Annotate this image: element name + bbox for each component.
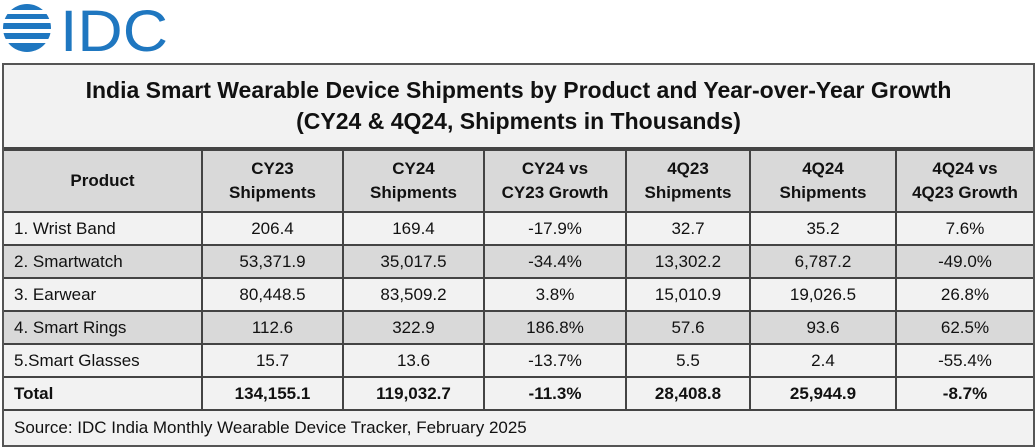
source-note: Source: IDC India Monthly Wearable Devic… <box>4 411 1033 445</box>
table-title: India Smart Wearable Device Shipments by… <box>85 77 952 103</box>
table-row: 1. Wrist Band 206.4 169.4 -17.9% 32.7 35.2 7.6… <box>4 211 1033 246</box>
value-cell: -55.4% <box>895 343 1033 378</box>
column-header: CY24 vs CY23 Growth <box>483 149 627 213</box>
idc-logo: IDC <box>2 2 168 54</box>
total-label: Total <box>4 376 203 411</box>
value-cell: 26.8% <box>895 277 1033 312</box>
svg-text:IDC: IDC <box>60 2 168 54</box>
value-cell: 19,026.5 <box>749 277 897 312</box>
column-header: CY23 Shipments <box>201 149 344 213</box>
value-cell: 169.4 <box>342 211 485 246</box>
column-header: CY24 Shipments <box>342 149 485 213</box>
value-cell: 93.6 <box>749 310 897 345</box>
value-cell: 35,017.5 <box>342 244 485 279</box>
value-cell: 186.8% <box>483 310 627 345</box>
value-cell: 7.6% <box>895 211 1033 246</box>
value-cell: 112.6 <box>201 310 344 345</box>
value-cell: 13,302.2 <box>625 244 751 279</box>
total-value-cell: 28,408.8 <box>625 376 751 411</box>
value-cell: 80,448.5 <box>201 277 344 312</box>
value-cell: 57.6 <box>625 310 751 345</box>
value-cell: 5.5 <box>625 343 751 378</box>
table-row: 4. Smart Rings 112.6 322.9 186.8% 57.6 93.6 62… <box>4 310 1033 345</box>
value-cell: 15,010.9 <box>625 277 751 312</box>
value-cell: -34.4% <box>483 244 627 279</box>
table-row: 5.Smart Glasses 15.7 13.6 -13.7% 5.5 2.4 -55.4… <box>4 343 1033 378</box>
column-header: Product <box>4 149 203 213</box>
total-row: Total 134,155.1 119,032.7 -11.3% 28,408.8 25,… <box>4 376 1033 411</box>
total-value-cell: 119,032.7 <box>342 376 485 411</box>
value-cell: 2.4 <box>749 343 897 378</box>
value-cell: 15.7 <box>201 343 344 378</box>
column-header: 4Q24 Shipments <box>749 149 897 213</box>
value-cell: -13.7% <box>483 343 627 378</box>
shipments-table: Product CY23 Shipments CY24 Shipments CY24 … <box>4 149 1033 411</box>
value-cell: 6,787.2 <box>749 244 897 279</box>
total-value-cell: -11.3% <box>483 376 627 411</box>
value-cell: -17.9% <box>483 211 627 246</box>
table-row: 3. Earwear 80,448.5 83,509.2 3.8% 15,010.9 19… <box>4 277 1033 312</box>
column-header: 4Q24 vs 4Q23 Growth <box>895 149 1033 213</box>
total-value-cell: 25,944.9 <box>749 376 897 411</box>
column-header: 4Q23 Shipments <box>625 149 751 213</box>
total-value-cell: 134,155.1 <box>201 376 344 411</box>
value-cell: 62.5% <box>895 310 1033 345</box>
value-cell: 32.7 <box>625 211 751 246</box>
value-cell: -49.0% <box>895 244 1033 279</box>
value-cell: 35.2 <box>749 211 897 246</box>
table-row: 2. Smartwatch 53,371.9 35,017.5 -34.4% 13,30… <box>4 244 1033 279</box>
value-cell: 3.8% <box>483 277 627 312</box>
product-cell: 1. Wrist Band <box>4 211 203 246</box>
product-cell: 3. Earwear <box>4 277 203 312</box>
value-cell: 53,371.9 <box>201 244 344 279</box>
total-value-cell: -8.7% <box>895 376 1033 411</box>
value-cell: 206.4 <box>201 211 344 246</box>
product-cell: 5.Smart Glasses <box>4 343 203 378</box>
product-cell: 2. Smartwatch <box>4 244 203 279</box>
table-title-block: India Smart Wearable Device Shipments by… <box>4 65 1033 149</box>
value-cell: 322.9 <box>342 310 485 345</box>
product-cell: 4. Smart Rings <box>4 310 203 345</box>
table-subtitle: (CY24 & 4Q24, Shipments in Thousands) <box>296 108 741 134</box>
shipments-table-frame: India Smart Wearable Device Shipments by… <box>2 63 1035 447</box>
value-cell: 83,509.2 <box>342 277 485 312</box>
header-row: Product CY23 Shipments CY24 Shipments CY24 … <box>4 149 1033 213</box>
value-cell: 13.6 <box>342 343 485 378</box>
